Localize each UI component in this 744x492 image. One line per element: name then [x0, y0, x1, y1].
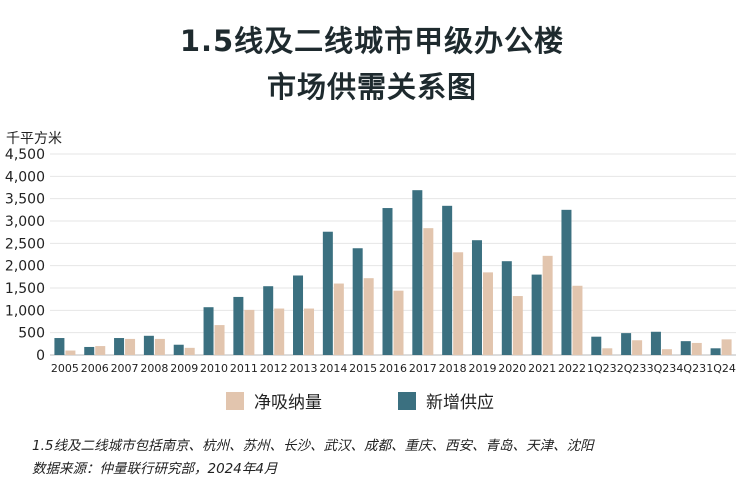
bar-supply	[561, 210, 571, 355]
x-tick-label: 2022	[558, 362, 586, 375]
bar-absorption	[572, 286, 582, 355]
x-tick-label: 2021	[528, 362, 556, 375]
bar-absorption	[513, 296, 523, 355]
bar-supply	[532, 275, 542, 355]
bar-supply	[353, 248, 363, 355]
bar-absorption	[155, 339, 165, 355]
x-tick-label: 2020	[498, 362, 526, 375]
bar-absorption	[244, 310, 254, 355]
bar-supply	[591, 337, 601, 355]
x-tick-label: 2012	[260, 362, 288, 375]
y-tick-label: 2,000	[5, 259, 45, 275]
x-tick-label: 2016	[379, 362, 407, 375]
bar-absorption	[185, 348, 195, 355]
legend-item-absorption: 净吸纳量	[226, 388, 322, 413]
x-tick-label: 2011	[230, 362, 258, 375]
bar-absorption	[692, 343, 702, 355]
bar-chart: 0 500 1,000 1,500 2,000 2,500 3,000 3,500 4,000 4…	[0, 140, 744, 380]
y-tick-label: 2,500	[5, 236, 45, 252]
bar-supply	[383, 208, 393, 355]
grid-lines	[50, 154, 736, 355]
y-tick-label: 1,000	[5, 303, 45, 319]
x-tick-label: 2019	[468, 362, 496, 375]
x-tick-label: 3Q23	[647, 362, 677, 375]
bar-absorption	[95, 346, 105, 355]
x-tick-label: 2013	[290, 362, 318, 375]
chart-title-line2: 市场供需关系图	[0, 64, 744, 106]
bar-supply	[472, 240, 482, 355]
y-tick-label: 0	[36, 348, 45, 364]
bar-absorption	[364, 278, 374, 355]
x-tick-label: 2010	[200, 362, 228, 375]
legend-swatch-absorption	[226, 392, 244, 410]
legend-label-supply: 新增供应	[426, 388, 494, 413]
y-tick-label: 3,000	[5, 214, 45, 230]
legend-swatch-supply	[398, 392, 416, 410]
bar-absorption	[662, 349, 672, 355]
x-tick-label: 1Q23	[587, 362, 617, 375]
bar-supply	[54, 338, 64, 355]
bar-supply	[204, 307, 214, 355]
bar-absorption	[453, 252, 463, 355]
bar-absorption	[722, 339, 732, 355]
bar-supply	[412, 190, 422, 355]
x-tick-label: 2018	[439, 362, 467, 375]
bar-absorption	[602, 348, 612, 355]
bar-supply	[114, 338, 124, 355]
legend-item-supply: 新增供应	[398, 388, 494, 413]
x-tick-label: 2014	[319, 362, 347, 375]
bar-supply	[233, 297, 243, 355]
y-tick-label: 500	[18, 326, 45, 342]
legend-label-absorption: 净吸纳量	[254, 388, 322, 413]
x-tick-label: 2009	[170, 362, 198, 375]
bar-absorption	[334, 284, 344, 355]
bar-absorption	[304, 309, 314, 355]
bar-supply	[681, 341, 691, 355]
bar-absorption	[483, 272, 493, 355]
bar-absorption	[632, 340, 642, 355]
x-tick-label: 2006	[81, 362, 109, 375]
x-tick-labels: 2005 2006 2007 2008 2009 2010 2011 2012 2013 2014…	[51, 362, 736, 375]
y-tick-label: 4,500	[5, 147, 45, 163]
x-tick-label: 1Q24	[706, 362, 736, 375]
x-tick-label: 2007	[111, 362, 139, 375]
x-tick-label: 2005	[51, 362, 79, 375]
y-tick-label: 4,000	[5, 169, 45, 185]
legend: 净吸纳量 新增供应	[0, 388, 744, 418]
bar-absorption	[543, 256, 553, 355]
x-tick-label: 2Q23	[617, 362, 647, 375]
bar-absorption	[394, 291, 404, 355]
bar-supply	[502, 261, 512, 355]
bar-supply	[174, 345, 184, 355]
bar-absorption	[274, 309, 284, 355]
bar-supply	[293, 275, 303, 355]
bar-absorption	[65, 351, 75, 355]
x-tick-label: 2015	[349, 362, 377, 375]
bar-absorption	[125, 339, 135, 355]
bar-supply	[711, 348, 721, 355]
bar-supply	[144, 336, 154, 355]
bar-absorption	[215, 325, 225, 355]
x-tick-label: 2017	[409, 362, 437, 375]
footnote-source: 数据来源：仲量联行研究部，2024年4月	[32, 457, 277, 477]
bar-supply	[621, 333, 631, 355]
y-tick-label: 1,500	[5, 281, 45, 297]
bar-supply	[651, 332, 661, 355]
y-tick-label: 3,500	[5, 192, 45, 208]
y-tick-labels: 0 500 1,000 1,500 2,000 2,500 3,000 3,500 4,000 4…	[5, 147, 45, 364]
bar-supply	[84, 347, 94, 355]
bar-absorption	[423, 228, 433, 355]
x-tick-label: 2008	[140, 362, 168, 375]
bar-supply	[442, 206, 452, 355]
chart-title-line1: 1.5线及二线城市甲级办公楼	[0, 18, 744, 60]
bar-supply	[263, 286, 273, 355]
footnote-cities: 1.5线及二线城市包括南京、杭州、苏州、长沙、武汉、成都、重庆、西安、青岛、天津…	[32, 434, 593, 454]
x-tick-label: 4Q23	[676, 362, 706, 375]
bars	[54, 190, 731, 355]
bar-supply	[323, 232, 333, 355]
